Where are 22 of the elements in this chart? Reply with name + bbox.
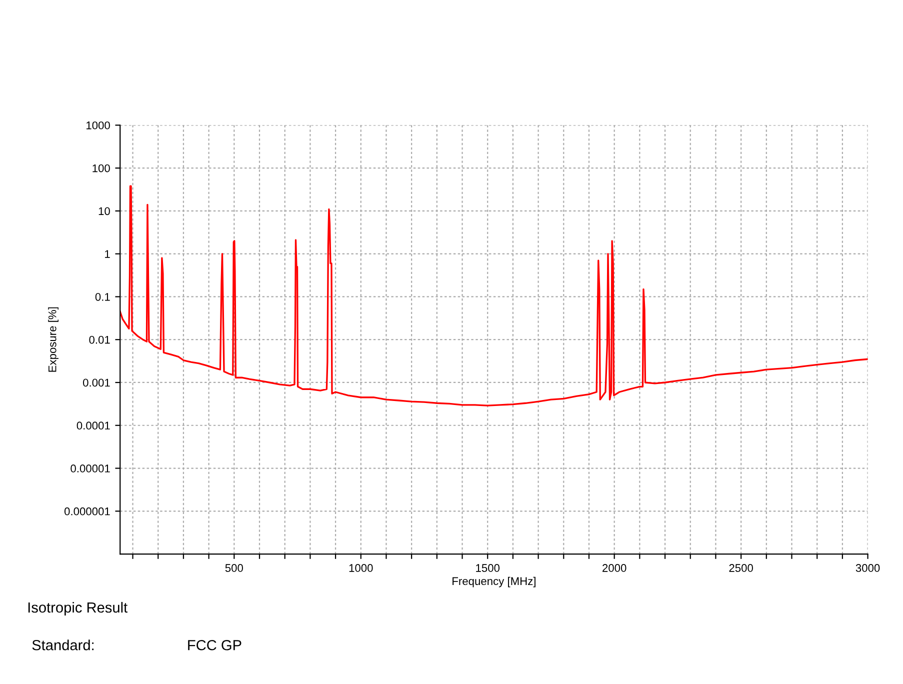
y-tick-label: 0.0001 <box>76 422 110 430</box>
x-tick-label: 1500 <box>476 564 500 572</box>
y-axis-title: Exposure [%] <box>48 307 58 372</box>
y-tick-label: 0.01 <box>89 336 110 344</box>
y-tick-label: 0.00001 <box>70 464 110 472</box>
x-tick-label: 2500 <box>729 564 753 572</box>
y-tick-label: 0.000001 <box>64 507 110 516</box>
y-tick-label: 1 <box>105 250 110 258</box>
x-tick-label: 500 <box>225 564 243 572</box>
x-axis-title: Frequency [MHz] <box>452 576 536 588</box>
text: FCC GP <box>188 640 242 650</box>
y-tick-label: 100 <box>92 164 110 172</box>
y-tick-label: 1000 <box>86 121 110 130</box>
y-tick-label: 0.001 <box>83 378 110 387</box>
x-tick-label: 1000 <box>349 564 373 572</box>
text: Isotropic Result <box>28 602 128 616</box>
y-tick-label: 10 <box>98 207 110 216</box>
x-tick-label: 2000 <box>602 564 626 572</box>
x-tick-label: 3000 <box>856 564 880 572</box>
line-series <box>120 185 868 406</box>
y-tick-label: 0.1 <box>95 292 110 301</box>
text: Standard: <box>32 640 94 650</box>
